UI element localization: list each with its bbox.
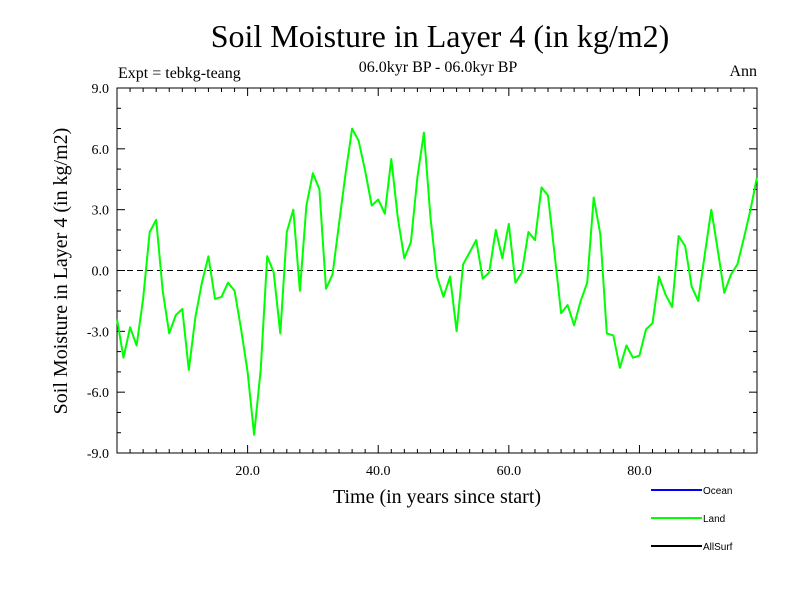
y-tick-label: 6.0: [92, 143, 110, 158]
chart-title: Soil Moisture in Layer 4 (in kg/m2): [211, 18, 670, 54]
y-tick-label: -3.0: [87, 325, 109, 340]
experiment-label: Expt = tebkg-teang: [118, 65, 241, 82]
legend: Ocean Land AllSurf: [651, 486, 733, 553]
x-axis-label: Time (in years since start): [333, 486, 541, 508]
x-tick-label: 60.0: [497, 464, 522, 479]
y-tick-label: 0.0: [92, 265, 110, 280]
period-label: Ann: [729, 63, 757, 80]
x-tick-label: 40.0: [366, 464, 391, 479]
y-axis-label: Soil Moisture in Layer 4 (in kg/m2): [50, 128, 72, 415]
legend-label-ocean: Ocean: [703, 486, 732, 497]
series-line-land: [116, 127, 758, 436]
legend-label-land: Land: [703, 514, 725, 525]
chart-subtitle: 06.0kyr BP - 06.0kyr BP: [359, 59, 518, 76]
y-tick-label: 9.0: [92, 82, 110, 97]
y-tick-label: 3.0: [92, 204, 110, 219]
legend-label-allsurf: AllSurf: [703, 542, 733, 553]
x-tick-label: 20.0: [235, 464, 260, 479]
plot-area: 9.0 6.0 3.0 0.0 -3.0 -6.0 -9.0 20.0 40.0 60.0 80.0: [87, 82, 758, 479]
x-tick-label: 80.0: [627, 464, 652, 479]
y-tick-label: -6.0: [87, 386, 109, 401]
y-tick-label: -9.0: [87, 447, 109, 462]
